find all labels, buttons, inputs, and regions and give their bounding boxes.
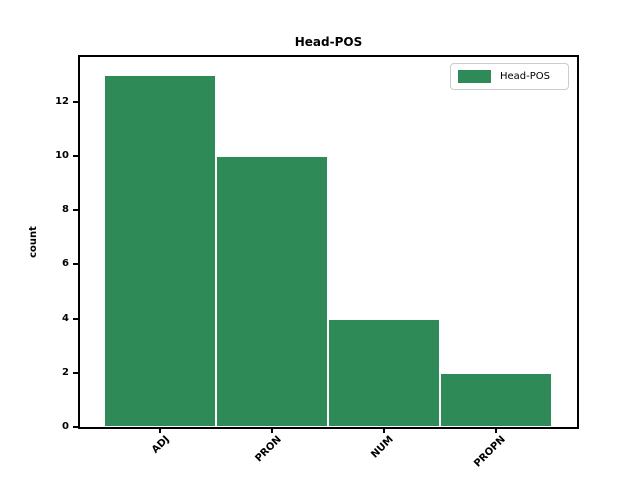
y-tick-mark — [73, 154, 78, 157]
x-tick-label-adj: ADJ — [150, 434, 172, 456]
y-tick-mark — [73, 100, 78, 103]
x-tick-label-num: NUM — [369, 434, 396, 461]
legend: Head-POS — [450, 63, 569, 90]
bar-adj — [104, 74, 216, 427]
x-tick-label-propn: PROPN — [472, 434, 508, 470]
y-tick-mark — [73, 317, 78, 320]
x-tick-mark — [271, 429, 273, 433]
y-tick-label-2: 2 — [62, 366, 69, 378]
y-tick-label-0: 0 — [62, 421, 69, 432]
y-tick-label-6: 6 — [62, 258, 69, 270]
y-tick-label-8: 8 — [62, 204, 69, 216]
bar-num — [328, 318, 440, 427]
bar-propn — [440, 372, 552, 427]
x-tick-mark — [159, 429, 161, 433]
y-tick-label-4: 4 — [62, 312, 69, 324]
x-tick-mark — [495, 429, 497, 433]
legend-label: Head-POS — [500, 71, 551, 82]
x-tick-mark — [383, 429, 385, 433]
chart-title: Head-POS — [294, 35, 363, 49]
y-tick-label-12: 12 — [55, 95, 69, 107]
y-tick-mark — [73, 209, 78, 212]
y-tick-mark — [73, 426, 78, 428]
y-tick-mark — [73, 263, 78, 266]
legend-swatch — [458, 70, 491, 83]
bar-pron — [216, 155, 328, 427]
x-tick-label-pron: PRON — [253, 434, 284, 465]
y-tick-mark — [73, 371, 78, 374]
y-tick-label-10: 10 — [55, 149, 69, 161]
